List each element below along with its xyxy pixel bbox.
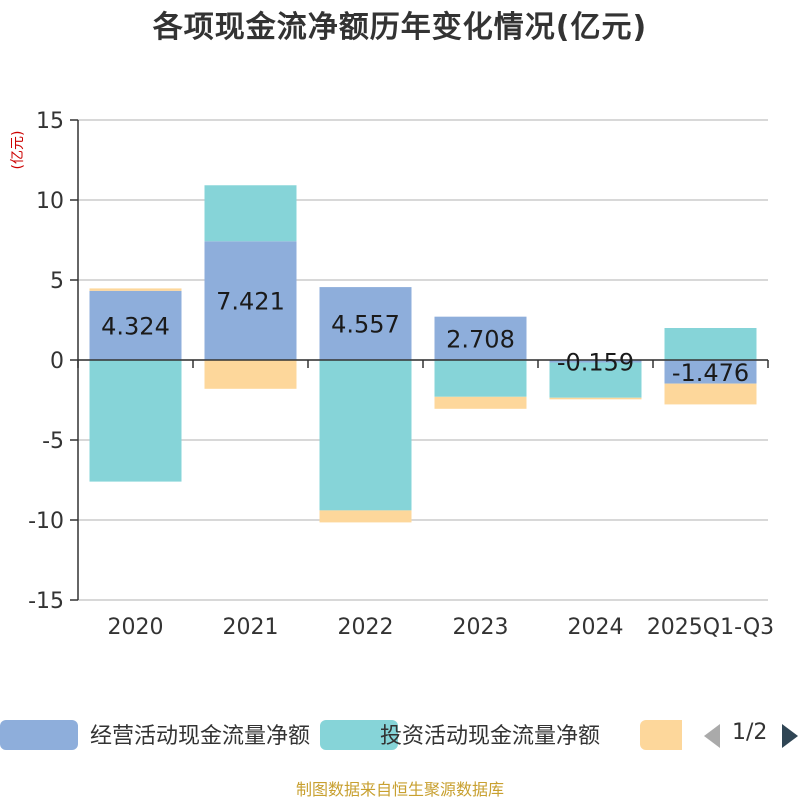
bar-operating <box>319 287 412 360</box>
bar-operating <box>89 290 182 360</box>
chart-plot: 15 10 5 0 -5 -10 -15 2020 2021 2022 2023 2024 2025Q1… <box>28 109 774 640</box>
bar-investing <box>89 360 182 482</box>
chart-title: 各项现金流净额历年变化情况(亿元) <box>152 10 648 45</box>
legend-page-indicator: 1/2 <box>732 720 768 745</box>
data-label: 2.708 <box>446 325 515 353</box>
x-tick-label: 2024 <box>568 615 624 640</box>
y-tick-label: -15 <box>28 589 64 614</box>
y-tick-label: -10 <box>28 509 64 534</box>
bar-investing <box>434 360 527 397</box>
bar-financing <box>549 397 642 400</box>
legend-swatch-operating <box>0 720 78 750</box>
bar-investing <box>664 328 757 360</box>
axes: 15 10 5 0 -5 -10 -15 2020 2021 2022 2023 2024 2025Q1… <box>28 109 774 640</box>
legend: 经营活动现金流量净额 投资活动现金流量净额 1/2 <box>0 714 800 754</box>
legend-swatch-investing <box>320 720 398 750</box>
data-labels: 4.324 7.421 4.557 2.708 -0.159 -1.476 <box>101 288 749 387</box>
data-label: -0.159 <box>557 348 634 376</box>
data-label: 4.324 <box>101 312 170 340</box>
bar-financing <box>319 510 412 523</box>
data-label: 4.557 <box>331 311 400 339</box>
x-tick-label: 2023 <box>453 615 509 640</box>
y-tick-label: 0 <box>50 349 64 374</box>
x-tick-label: 2025Q1-Q3 <box>647 615 774 640</box>
bar-investing <box>204 185 297 242</box>
legend-prev-page-button[interactable] <box>702 722 722 750</box>
y-tick-label: -5 <box>42 429 64 454</box>
bar-financing <box>664 383 757 405</box>
legend-label-operating: 经营活动现金流量净额 <box>90 724 311 749</box>
data-label: 7.421 <box>216 288 285 316</box>
triangle-left-icon <box>704 724 720 748</box>
bar-financing <box>434 396 527 409</box>
y-tick-label: 5 <box>50 269 64 294</box>
bar-operating <box>434 316 527 360</box>
legend-next-page-button[interactable] <box>780 722 800 750</box>
triangle-right-icon <box>782 724 798 748</box>
bar-financing <box>89 288 182 291</box>
x-tick-label: 2022 <box>338 615 394 640</box>
bar-investing <box>319 360 412 511</box>
legend-swatch-financing <box>640 720 682 750</box>
bar-operating <box>664 360 757 384</box>
bar-operating <box>549 360 642 363</box>
bar-investing <box>549 362 642 398</box>
bar-operating <box>204 241 297 360</box>
bar-series <box>89 185 757 523</box>
legend-label-investing: 投资活动现金流量净额 <box>380 724 601 749</box>
y-tick-label: 10 <box>36 189 64 214</box>
x-tick-label: 2020 <box>108 615 164 640</box>
data-source-note: 制图数据来自恒生聚源数据库 <box>295 780 504 799</box>
y-tick-label: 15 <box>36 109 64 134</box>
data-label: -1.476 <box>672 359 749 387</box>
x-tick-label: 2021 <box>223 615 279 640</box>
bar-financing <box>204 360 297 389</box>
